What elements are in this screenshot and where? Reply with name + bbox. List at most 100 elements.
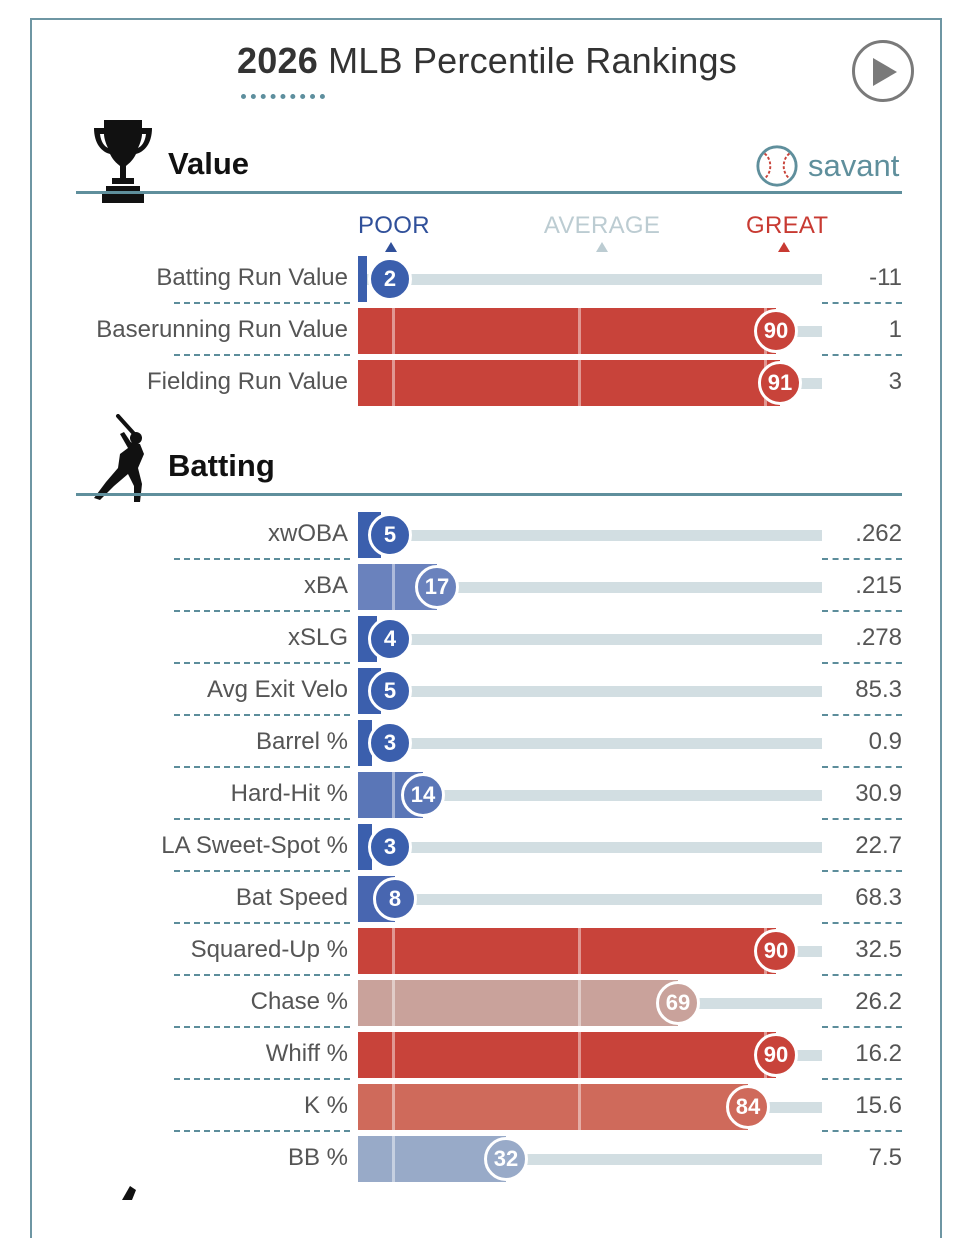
percentile-bar xyxy=(358,1084,748,1130)
metric-row[interactable]: Avg Exit Velo 5 85.3 xyxy=(0,662,974,718)
metric-row[interactable]: xwOBA 5 .262 xyxy=(0,510,974,562)
title-text: MLB Percentile Rankings xyxy=(328,40,737,81)
metric-row[interactable]: Bat Speed 8 68.3 xyxy=(0,870,974,926)
section-rule-batting xyxy=(76,493,902,496)
percentile-badge[interactable]: 3 xyxy=(368,721,412,765)
percentile-badge[interactable]: 5 xyxy=(368,513,412,557)
bar-gridline xyxy=(392,772,395,818)
baseball-icon xyxy=(756,145,798,187)
metric-row[interactable]: xBA 17 .215 xyxy=(0,558,974,614)
row-divider xyxy=(174,662,350,664)
percentile-badge[interactable]: 14 xyxy=(401,773,445,817)
percentile-bar xyxy=(358,1032,776,1078)
metric-row[interactable]: Squared-Up % 90 32.5 xyxy=(0,922,974,978)
scale-poor-label: POOR xyxy=(358,212,430,239)
row-divider xyxy=(174,1078,350,1080)
bar-gridline xyxy=(392,980,395,1026)
bar-gridline xyxy=(392,564,395,610)
bar-gridline xyxy=(392,308,395,354)
row-divider xyxy=(822,662,902,664)
metric-row[interactable]: Fielding Run Value 91 3 xyxy=(0,354,974,410)
metric-row[interactable]: LA Sweet-Spot % 3 22.7 xyxy=(0,818,974,874)
percentile-bar xyxy=(358,256,367,302)
bar-gridline xyxy=(578,1032,581,1078)
metric-value: .278 xyxy=(855,624,902,651)
row-divider xyxy=(822,974,902,976)
row-divider xyxy=(822,1130,902,1132)
metric-value: 0.9 xyxy=(868,728,902,755)
poor-marker-icon xyxy=(385,242,397,252)
percentile-badge[interactable]: 91 xyxy=(758,361,802,405)
metric-row[interactable]: Hard-Hit % 14 30.9 xyxy=(0,766,974,822)
metric-value: 30.9 xyxy=(855,780,902,807)
metric-value: 1 xyxy=(888,316,902,343)
metric-label: xwOBA xyxy=(267,520,348,547)
percentile-bar xyxy=(358,308,776,354)
bar-gridline xyxy=(578,308,581,354)
metric-value: 7.5 xyxy=(868,1144,902,1171)
row-divider xyxy=(822,558,902,560)
row-divider xyxy=(174,1026,350,1028)
row-divider xyxy=(822,1026,902,1028)
metric-value: 68.3 xyxy=(855,884,902,911)
percentile-track xyxy=(360,790,822,801)
metric-label: K % xyxy=(303,1092,348,1119)
row-divider xyxy=(174,354,350,356)
batter-icon xyxy=(94,414,144,502)
metric-row[interactable]: Chase % 69 26.2 xyxy=(0,974,974,1030)
percentile-badge[interactable]: 2 xyxy=(368,257,412,301)
row-divider xyxy=(822,354,902,356)
percentile-bar xyxy=(358,360,780,406)
bar-gridline xyxy=(392,1136,395,1182)
percentile-badge[interactable]: 90 xyxy=(754,309,798,353)
section-rule-value xyxy=(76,191,902,194)
percentile-badge[interactable]: 17 xyxy=(415,565,459,609)
metric-label: Bat Speed xyxy=(235,884,348,911)
metric-row[interactable]: BB % 32 7.5 xyxy=(0,1130,974,1186)
metric-value: 3 xyxy=(888,368,902,395)
percentile-track xyxy=(360,1154,822,1165)
metric-row[interactable]: Whiff % 90 16.2 xyxy=(0,1026,974,1082)
metric-label: Batting Run Value xyxy=(156,264,348,291)
row-divider xyxy=(822,818,902,820)
percentile-badge[interactable]: 90 xyxy=(754,929,798,973)
metric-row[interactable]: K % 84 15.6 xyxy=(0,1078,974,1134)
percentile-badge[interactable]: 8 xyxy=(373,877,417,921)
percentile-bar xyxy=(358,928,776,974)
scale-poor: POOR xyxy=(358,212,430,252)
metric-label: Barrel % xyxy=(255,728,348,755)
percentile-badge[interactable]: 5 xyxy=(368,669,412,713)
row-divider xyxy=(174,558,350,560)
bar-gridline xyxy=(578,980,581,1026)
metric-row[interactable]: Barrel % 3 0.9 xyxy=(0,714,974,770)
percentile-track xyxy=(360,634,822,645)
row-divider xyxy=(822,1078,902,1080)
row-divider xyxy=(822,766,902,768)
percentile-badge[interactable]: 69 xyxy=(656,981,700,1025)
row-divider xyxy=(822,302,902,304)
title-underline xyxy=(241,94,325,99)
percentile-badge[interactable]: 4 xyxy=(368,617,412,661)
row-divider xyxy=(822,870,902,872)
percentile-track xyxy=(360,582,822,593)
percentile-track xyxy=(360,894,822,905)
row-divider xyxy=(822,714,902,716)
percentile-bar xyxy=(358,824,372,870)
percentile-badge[interactable]: 3 xyxy=(368,825,412,869)
play-button[interactable] xyxy=(852,40,914,102)
average-marker-icon xyxy=(596,242,608,252)
row-divider xyxy=(174,766,350,768)
metric-value: 85.3 xyxy=(855,676,902,703)
percentile-badge[interactable]: 32 xyxy=(484,1137,528,1181)
percentile-badge[interactable]: 90 xyxy=(754,1033,798,1077)
percentile-bar xyxy=(358,720,372,766)
percentile-badge[interactable]: 84 xyxy=(726,1085,770,1129)
metric-row[interactable]: Baserunning Run Value 90 1 xyxy=(0,302,974,358)
bar-gridline xyxy=(392,1084,395,1130)
savant-brand[interactable]: savant xyxy=(808,148,900,183)
metric-row[interactable]: xSLG 4 .278 xyxy=(0,610,974,666)
metric-label: Chase % xyxy=(250,988,348,1015)
metric-row[interactable]: Batting Run Value 2 -11 xyxy=(0,254,974,306)
bar-gridline xyxy=(578,928,581,974)
row-divider xyxy=(174,1130,350,1132)
